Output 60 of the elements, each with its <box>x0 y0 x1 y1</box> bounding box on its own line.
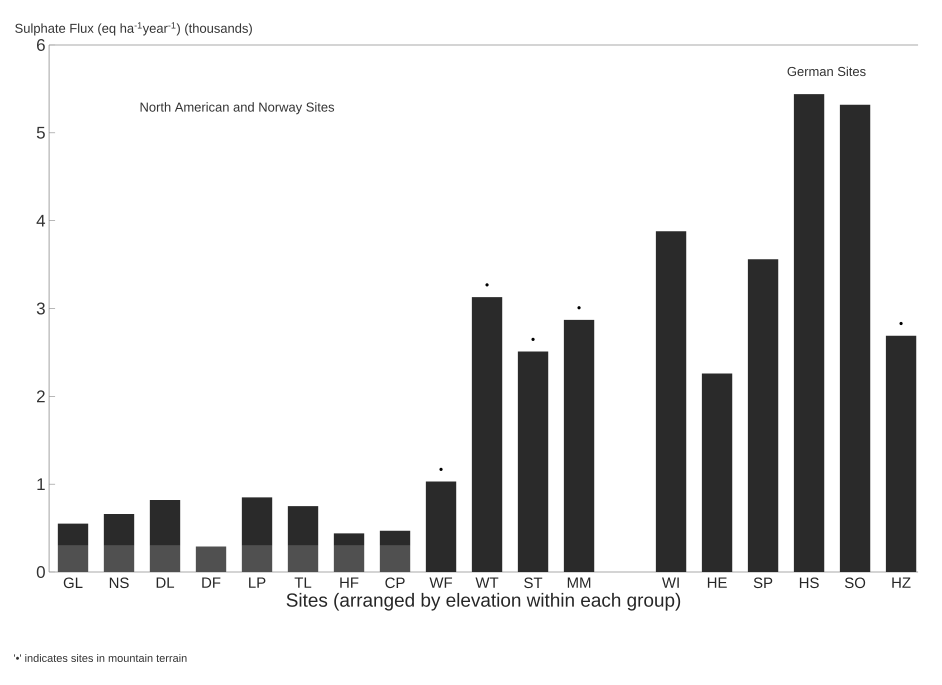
x-tick-label: HE <box>708 578 727 588</box>
bar <box>472 297 502 572</box>
x-tick-label: NS <box>110 578 129 588</box>
x-tick-label: ST <box>524 578 542 588</box>
x-tick-label: DF <box>202 578 220 588</box>
bar <box>196 546 226 572</box>
annotation: • <box>485 283 489 287</box>
bar <box>656 231 686 572</box>
bar <box>564 320 594 572</box>
x-tick-label: LP <box>249 578 266 588</box>
bar <box>334 533 364 546</box>
annotation: • <box>531 338 535 341</box>
x-tick-label: HZ <box>892 578 911 588</box>
x-tick-label: SO <box>844 578 866 588</box>
bar <box>288 546 318 572</box>
x-tick-label: SP <box>754 578 772 588</box>
y-tick-label: 2 <box>37 390 45 402</box>
annotation: • <box>577 306 581 310</box>
bar <box>840 104 870 572</box>
bar <box>104 546 134 572</box>
y-tick-label: 5 <box>36 126 45 139</box>
bar <box>794 94 824 572</box>
bar <box>886 336 916 572</box>
x-tick-label: CP <box>385 578 405 588</box>
annotation: • <box>439 468 443 471</box>
y-tick-label: 3 <box>36 302 45 314</box>
bar <box>104 514 134 546</box>
y-axis-title: Sulphate Flux (eq ha$^{-1}$year$^{-1}$) (thousands) <box>15 22 252 36</box>
x-tick-label: MM <box>568 578 590 588</box>
x-tick-label: WI <box>662 578 679 588</box>
bar <box>380 530 410 546</box>
bar <box>380 546 410 572</box>
annotation: • <box>899 322 903 326</box>
annotation: German Sites <box>788 66 866 76</box>
y-tick-label: 0 <box>36 566 45 578</box>
bar <box>242 546 272 572</box>
x-axis-title: Sites (arranged by elevation within each group) <box>286 592 680 611</box>
x-tick-label: GL <box>64 578 82 588</box>
annotation: North American and Norway Sites <box>140 102 334 114</box>
bar <box>150 546 180 572</box>
y-tick-label: 1 <box>37 478 45 490</box>
bar <box>58 546 88 572</box>
x-tick-label: WT <box>475 578 498 588</box>
bar <box>58 524 88 546</box>
x-tick-label: WF <box>429 578 452 588</box>
bar <box>702 373 732 572</box>
x-tick-label: HF <box>340 578 358 588</box>
x-tick-label: DL <box>156 578 174 588</box>
bar <box>748 259 778 572</box>
x-tick-label: TL <box>294 578 312 588</box>
y-tick-label: 6 <box>37 38 45 51</box>
bar <box>242 497 272 546</box>
bar <box>426 482 456 572</box>
text: '•' indicates sites in mountain terrain <box>14 654 186 662</box>
bar <box>288 506 318 546</box>
y-tick-label: 4 <box>36 214 46 226</box>
bar <box>518 352 548 572</box>
bar <box>150 500 180 546</box>
bar <box>334 546 364 572</box>
x-tick-label: HS <box>800 578 819 588</box>
